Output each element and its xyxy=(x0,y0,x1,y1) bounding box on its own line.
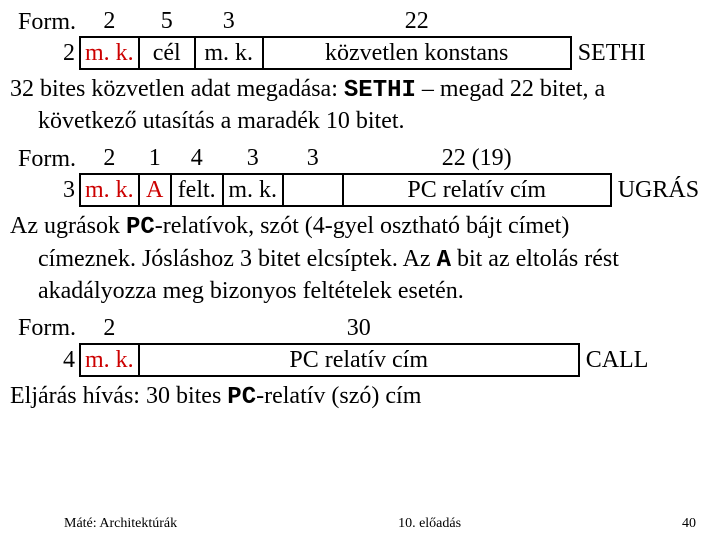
field-cell: PC relatív cím xyxy=(343,174,611,206)
code-sethi: SETHI xyxy=(344,77,416,104)
footer-center: 10. előadás xyxy=(398,516,461,532)
code-a: A xyxy=(437,247,451,274)
field-cell: m. k. xyxy=(80,37,139,69)
format3-diagram: Form. 2 1 4 3 3 22 (19) 3 m. k. A felt. … xyxy=(14,143,703,207)
form-num: 2 xyxy=(14,37,80,69)
bits-cell: 3 xyxy=(195,6,263,37)
footer-left: Máté: Architektúrák xyxy=(64,516,177,532)
bits-cell: 1 xyxy=(139,143,171,174)
field-cell: m. k. xyxy=(80,344,139,376)
bits-cell: 5 xyxy=(139,6,195,37)
form-label: Form. xyxy=(14,143,80,174)
slide-footer: Máté: Architektúrák 10. előadás 40 xyxy=(0,516,720,532)
bits-cell: 3 xyxy=(283,143,343,174)
code-pc: PC xyxy=(227,384,256,411)
form-label: Form. xyxy=(14,313,80,344)
field-cell: m. k. xyxy=(80,174,139,206)
field-cell: PC relatív cím xyxy=(139,344,579,376)
paragraph-2: Az ugrások PC-relatívok, szót (4-gyel os… xyxy=(10,211,704,307)
bits-cell: 2 xyxy=(80,143,139,174)
paragraph-1: 32 bites közvetlen adat megadása: SETHI … xyxy=(10,74,704,137)
form-label: Form. xyxy=(14,6,80,37)
field-cell: A xyxy=(139,174,171,206)
field-cell: m. k. xyxy=(195,37,263,69)
mnemonic: CALL xyxy=(579,344,653,376)
code-pc: PC xyxy=(126,214,155,241)
bits-cell: 30 xyxy=(139,313,579,344)
bits-cell: 3 xyxy=(223,143,283,174)
field-cell: cél xyxy=(139,37,195,69)
format2-diagram: Form. 2 5 3 22 2 m. k. cél m. k. közvetl… xyxy=(14,6,650,70)
form-num: 3 xyxy=(14,174,80,206)
field-cell: m. k. xyxy=(223,174,283,206)
format4-diagram: Form. 2 30 4 m. k. PC relatív cím CALL xyxy=(14,313,652,377)
bits-cell: 4 xyxy=(171,143,223,174)
footer-right: 40 xyxy=(682,516,696,532)
form-num: 4 xyxy=(14,344,80,376)
bits-cell: 22 xyxy=(263,6,571,37)
bits-cell: 2 xyxy=(80,313,139,344)
field-cell xyxy=(283,174,343,206)
mnemonic: UGRÁS xyxy=(611,174,703,206)
mnemonic: SETHI xyxy=(571,37,650,69)
field-cell: közvetlen konstans xyxy=(263,37,571,69)
field-cell: felt. xyxy=(171,174,223,206)
paragraph-3: Eljárás hívás: 30 bites PC-relatív (szó)… xyxy=(10,381,704,413)
bits-cell: 22 (19) xyxy=(343,143,611,174)
bits-cell: 2 xyxy=(80,6,139,37)
